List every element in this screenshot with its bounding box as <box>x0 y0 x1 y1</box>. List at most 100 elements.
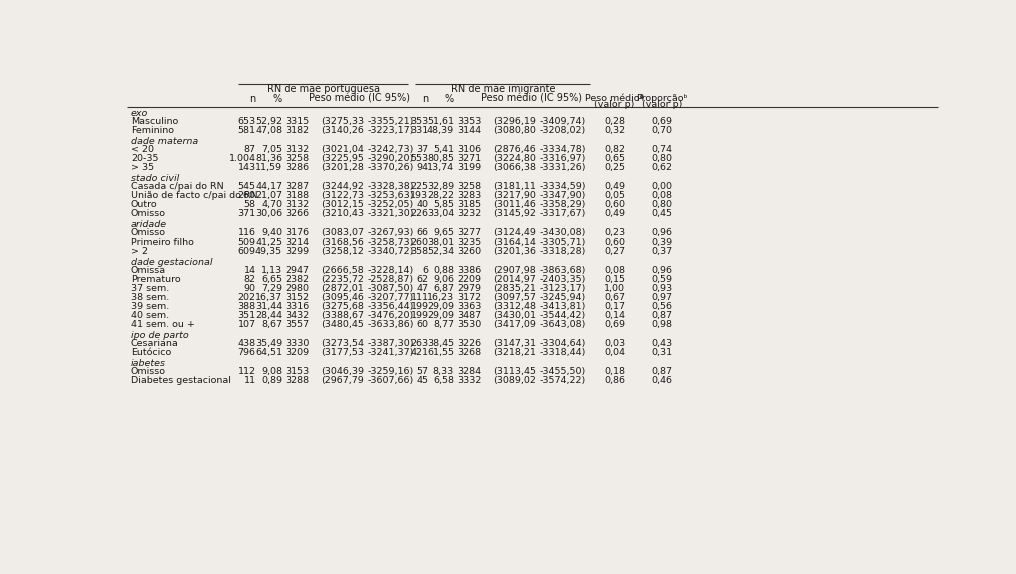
Text: 3330: 3330 <box>284 339 309 348</box>
Text: 6: 6 <box>423 266 429 274</box>
Text: 0,14: 0,14 <box>604 311 625 320</box>
Text: 29,09: 29,09 <box>427 311 454 320</box>
Text: 61,55: 61,55 <box>427 348 454 357</box>
Text: 202: 202 <box>238 293 256 302</box>
Text: 49,35: 49,35 <box>255 247 282 255</box>
Text: 0,67: 0,67 <box>604 293 625 302</box>
Text: (3083,07: (3083,07 <box>321 228 364 238</box>
Text: 3214: 3214 <box>285 238 309 247</box>
Text: 3316: 3316 <box>284 302 309 311</box>
Text: 0,18: 0,18 <box>604 367 625 376</box>
Text: 11: 11 <box>244 377 256 385</box>
Text: -3316,97): -3316,97) <box>539 154 585 163</box>
Text: -3476,20): -3476,20) <box>367 311 414 320</box>
Text: 193: 193 <box>410 191 429 200</box>
Text: -3413,81): -3413,81) <box>539 302 585 311</box>
Text: 0,17: 0,17 <box>604 302 625 311</box>
Text: 8,33: 8,33 <box>433 367 454 376</box>
Text: (2876,46: (2876,46 <box>493 145 535 154</box>
Text: < 20: < 20 <box>131 145 153 154</box>
Text: (3011,46: (3011,46 <box>493 200 535 210</box>
Text: -3334,59): -3334,59) <box>539 182 586 191</box>
Text: (3273,54: (3273,54 <box>321 339 364 348</box>
Text: RN de mãe imigrante: RN de mãe imigrante <box>451 84 555 94</box>
Text: -3607,66): -3607,66) <box>367 377 414 385</box>
Text: 3176: 3176 <box>285 228 309 238</box>
Text: 3288: 3288 <box>285 377 309 385</box>
Text: Masculino: Masculino <box>131 117 178 126</box>
Text: 8,67: 8,67 <box>261 320 282 329</box>
Text: 3487: 3487 <box>457 311 482 320</box>
Text: (2907,98: (2907,98 <box>493 266 535 274</box>
Text: 3106: 3106 <box>457 145 482 154</box>
Text: Casada c/pai do RN: Casada c/pai do RN <box>131 182 224 191</box>
Text: 90: 90 <box>244 284 256 293</box>
Text: (3275,33: (3275,33 <box>321 117 364 126</box>
Text: 9,08: 9,08 <box>261 367 282 376</box>
Text: -3321,30): -3321,30) <box>367 210 414 219</box>
Text: 3132: 3132 <box>284 145 309 154</box>
Text: (valor p): (valor p) <box>594 100 635 108</box>
Text: 0,60: 0,60 <box>604 200 625 210</box>
Text: 0,05: 0,05 <box>604 191 625 200</box>
Text: (3097,57: (3097,57 <box>493 293 535 302</box>
Text: 3277: 3277 <box>457 228 482 238</box>
Text: -3355,21): -3355,21) <box>367 117 414 126</box>
Text: 438: 438 <box>238 339 256 348</box>
Text: (3225,95: (3225,95 <box>321 154 364 163</box>
Text: 0,25: 0,25 <box>604 163 625 172</box>
Text: Prematuro: Prematuro <box>131 275 181 284</box>
Text: 57: 57 <box>417 367 429 376</box>
Text: 0,86: 0,86 <box>604 377 625 385</box>
Text: > 2: > 2 <box>131 247 148 255</box>
Text: n: n <box>423 94 429 103</box>
Text: 371: 371 <box>238 210 256 219</box>
Text: 1,00: 1,00 <box>604 284 625 293</box>
Text: (3147,31: (3147,31 <box>493 339 535 348</box>
Text: 0,46: 0,46 <box>651 377 673 385</box>
Text: 3432: 3432 <box>284 311 309 320</box>
Text: 0,96: 0,96 <box>651 266 673 274</box>
Text: 41,25: 41,25 <box>255 238 282 247</box>
Text: 260: 260 <box>238 191 256 200</box>
Text: 41 sem. ou +: 41 sem. ou + <box>131 320 195 329</box>
Text: -3318,44): -3318,44) <box>539 348 585 357</box>
Text: 3283: 3283 <box>457 191 482 200</box>
Text: 3332: 3332 <box>457 377 482 385</box>
Text: (3021,04: (3021,04 <box>321 145 364 154</box>
Text: -3258,73): -3258,73) <box>367 238 414 247</box>
Text: 47,08: 47,08 <box>255 126 282 135</box>
Text: -3370,26): -3370,26) <box>367 163 414 172</box>
Text: 3235: 3235 <box>457 238 482 247</box>
Text: 3226: 3226 <box>457 339 482 348</box>
Text: (3181,11: (3181,11 <box>493 182 535 191</box>
Text: 0,70: 0,70 <box>651 126 673 135</box>
Text: Peso médioª: Peso médioª <box>585 94 644 103</box>
Text: -3331,26): -3331,26) <box>539 163 586 172</box>
Text: 3315: 3315 <box>284 117 309 126</box>
Text: 545: 545 <box>238 182 256 191</box>
Text: (3089,02: (3089,02 <box>493 377 535 385</box>
Text: 0,04: 0,04 <box>604 348 625 357</box>
Text: (3417,09: (3417,09 <box>493 320 535 329</box>
Text: 260: 260 <box>410 238 429 247</box>
Text: -3643,08): -3643,08) <box>539 320 585 329</box>
Text: 64,51: 64,51 <box>255 348 282 357</box>
Text: 3199: 3199 <box>457 163 482 172</box>
Text: 37: 37 <box>417 145 429 154</box>
Text: iabetes: iabetes <box>131 359 166 369</box>
Text: (3224,80: (3224,80 <box>493 154 535 163</box>
Text: Cesariana: Cesariana <box>131 339 179 348</box>
Text: 3153: 3153 <box>284 367 309 376</box>
Text: 0,27: 0,27 <box>604 247 625 255</box>
Text: 5,41: 5,41 <box>433 145 454 154</box>
Text: -3267,93): -3267,93) <box>367 228 414 238</box>
Text: -3242,73): -3242,73) <box>367 145 414 154</box>
Text: Omissa: Omissa <box>131 266 166 274</box>
Text: 143: 143 <box>238 163 256 172</box>
Text: -2528,87): -2528,87) <box>367 275 414 284</box>
Text: Omisso: Omisso <box>131 367 166 376</box>
Text: 351: 351 <box>238 311 256 320</box>
Text: 3557: 3557 <box>285 320 309 329</box>
Text: (3275,68: (3275,68 <box>321 302 364 311</box>
